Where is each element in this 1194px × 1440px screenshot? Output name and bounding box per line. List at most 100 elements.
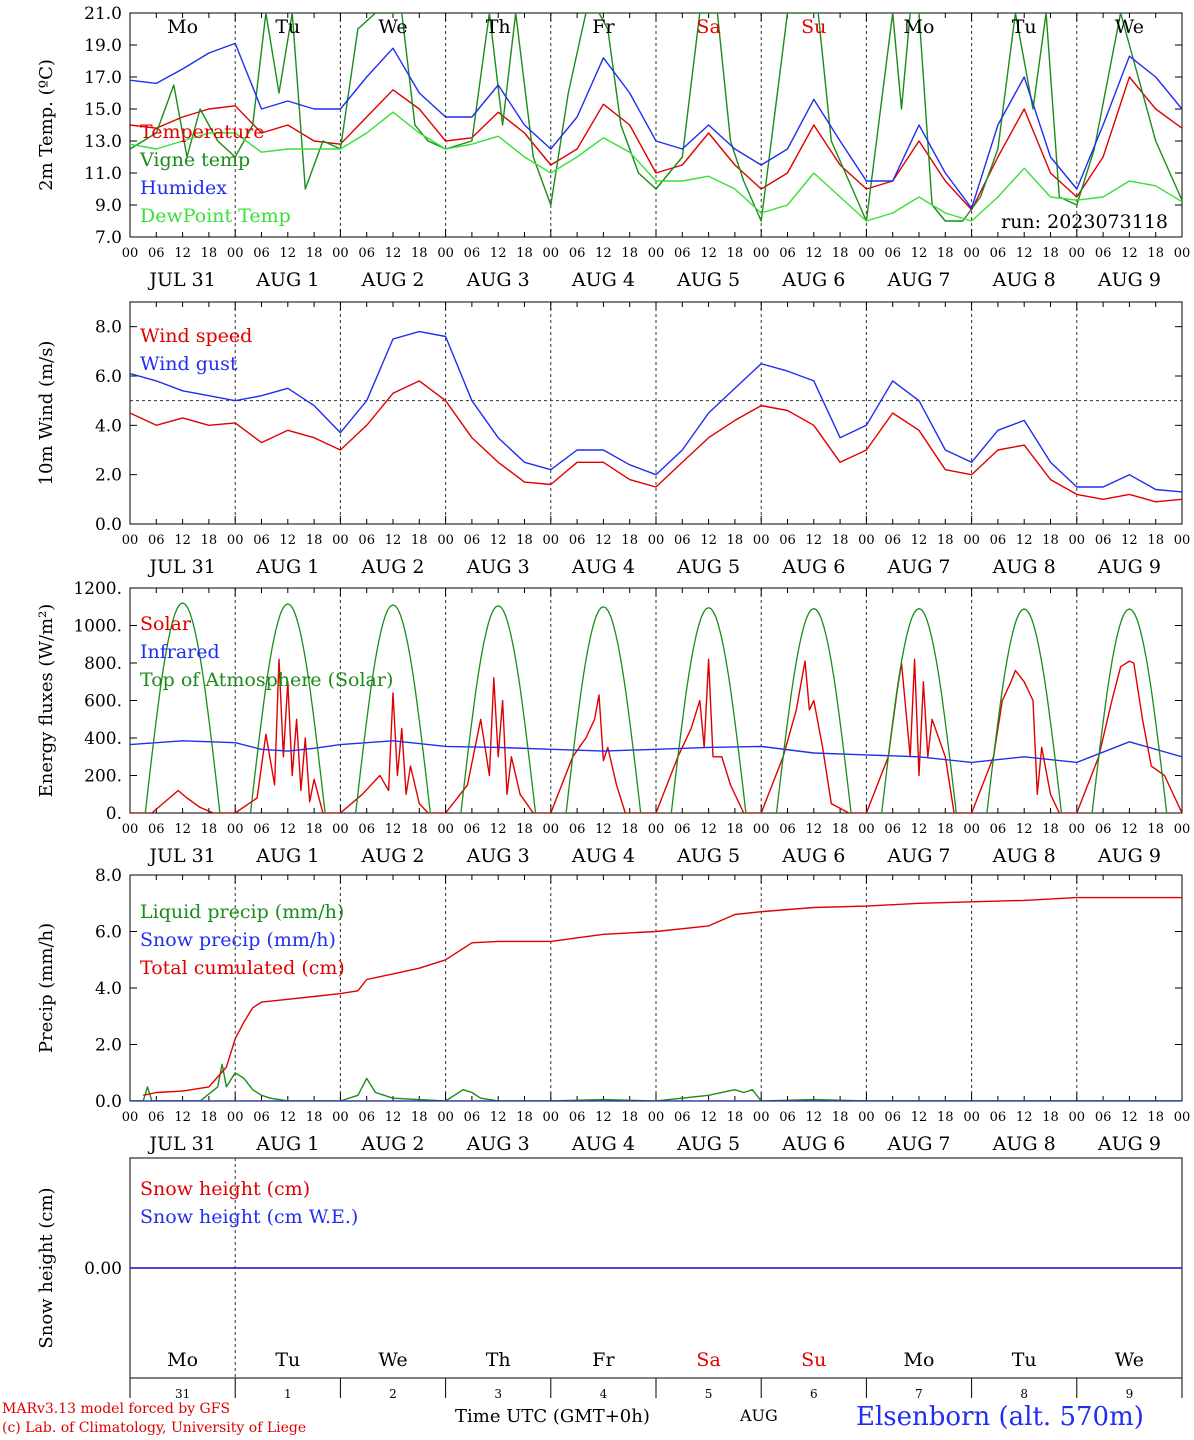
- x-tick-label: 00: [1069, 533, 1086, 548]
- date-label: AUG 7: [886, 845, 950, 867]
- x-tick-label: 12: [490, 246, 507, 261]
- x-tick-label: 18: [937, 246, 954, 261]
- x-tick-label: 06: [253, 1110, 270, 1125]
- x-tick-label: 12: [700, 1110, 717, 1125]
- day-number: 7: [915, 1387, 923, 1401]
- x-tick-label: 18: [411, 533, 428, 548]
- day-name: We: [378, 1349, 407, 1371]
- x-tick-label: 12: [911, 822, 928, 837]
- x-tick-label: 18: [937, 822, 954, 837]
- x-tick-label: 00: [122, 533, 139, 548]
- x-tick-label: 18: [727, 1110, 744, 1125]
- day-name: Fr: [592, 1349, 615, 1371]
- toa-solar-line: [144, 602, 221, 813]
- x-tick-label: 00: [122, 246, 139, 261]
- x-tick-label: 00: [227, 533, 244, 548]
- legend-entry: Total cumulated (cm): [140, 957, 345, 979]
- x-tick-label: 18: [306, 822, 323, 837]
- day-name: We: [378, 16, 407, 38]
- x-tick-label: 18: [1042, 533, 1059, 548]
- y-tick-label: 6.0: [95, 923, 122, 943]
- y-tick-label: 2.0: [95, 1036, 122, 1056]
- y-tick-label: 6.0: [95, 367, 122, 387]
- y-tick-label: 400.: [84, 729, 122, 749]
- x-tick-label: 06: [674, 1110, 691, 1125]
- panel-4: 00 06 12 18 00 06 12 18 00 06 12 18 00 06 12 18 00 06 12 18…: [36, 866, 1190, 1155]
- x-tick-label: 18: [1147, 1110, 1164, 1125]
- x-tick-label: 06: [358, 1110, 375, 1125]
- x-tick-label: 06: [990, 246, 1007, 261]
- toa-solar-line: [775, 607, 852, 813]
- x-tick-label: 18: [1147, 822, 1164, 837]
- day-name: Tu: [1012, 16, 1037, 38]
- x-tick-label: 12: [700, 533, 717, 548]
- day-name: Sa: [696, 1349, 720, 1371]
- date-label: AUG 8: [992, 1133, 1056, 1155]
- lab-credit: (c) Lab. of Climatology, University of L…: [2, 1420, 307, 1436]
- x-tick-label: 06: [569, 246, 586, 261]
- x-tick-label: 12: [174, 246, 191, 261]
- date-label: JUL 31: [147, 269, 215, 291]
- day-name: Tu: [275, 16, 300, 38]
- x-tick-label: 00: [227, 1110, 244, 1125]
- date-label: AUG 2: [360, 845, 424, 867]
- x-tick-label: 18: [727, 822, 744, 837]
- total-cumulated-cm-line: [143, 896, 1182, 1096]
- x-tick-label: 00: [543, 533, 560, 548]
- x-tick-label: 06: [1095, 246, 1112, 261]
- x-tick-label: 00: [1174, 822, 1191, 837]
- x-tick-label: 00: [122, 1110, 139, 1125]
- y-tick-label: 4.0: [95, 416, 122, 436]
- date-label: AUG 6: [781, 845, 845, 867]
- x-tick-label: 00: [753, 533, 770, 548]
- x-tick-label: 18: [201, 533, 218, 548]
- x-tick-label: 00: [648, 822, 665, 837]
- x-tick-label: 12: [911, 246, 928, 261]
- x-tick-label: 06: [1095, 822, 1112, 837]
- series-group: [130, 602, 1182, 813]
- day-name: Sa: [696, 16, 720, 38]
- day-number: 31: [175, 1387, 190, 1401]
- x-tick-label: 06: [148, 822, 165, 837]
- x-tick-label: 06: [358, 822, 375, 837]
- x-tick-label: 12: [911, 533, 928, 548]
- date-label: AUG 3: [466, 556, 530, 578]
- y-tick-label: 1000.: [73, 617, 122, 637]
- x-tick-label: 18: [411, 822, 428, 837]
- x-tick-label: 06: [358, 246, 375, 261]
- x-tick-label: 00: [543, 822, 560, 837]
- x-tick-label: 00: [1069, 1110, 1086, 1125]
- day-name: Th: [486, 1349, 511, 1371]
- day-name: Th: [486, 16, 511, 38]
- date-label: JUL 31: [147, 1133, 215, 1155]
- y-axis-label: 10m Wind (m/s): [36, 341, 57, 486]
- model-credit: MARv3.13 model forced by GFS: [2, 1401, 231, 1417]
- x-tick-label: 06: [779, 533, 796, 548]
- x-tick-label: 12: [490, 1110, 507, 1125]
- x-tick-label: 00: [1069, 822, 1086, 837]
- x-tick-label: 18: [306, 533, 323, 548]
- y-tick-label: 13.0: [84, 132, 122, 152]
- x-tick-label: 12: [1016, 246, 1033, 261]
- panel-1: 00 06 12 18 00 06 12 18 00 06 12 18 00 06 12 18 00 06 12 18…: [36, 4, 1190, 291]
- toa-solar-line: [565, 606, 642, 813]
- y-tick-label: 0.0: [95, 515, 122, 535]
- x-tick-label: 18: [937, 533, 954, 548]
- series-group: [130, 330, 1182, 503]
- date-label: AUG 9: [1097, 1133, 1161, 1155]
- x-tick-label: 00: [122, 822, 139, 837]
- x-tick-label: 06: [253, 822, 270, 837]
- x-tick-label: 06: [148, 1110, 165, 1125]
- day-name: Mo: [167, 1349, 198, 1371]
- x-tick-label: 12: [595, 246, 612, 261]
- legend-entry: Snow height (cm): [140, 1178, 310, 1200]
- x-tick-label: 12: [1121, 1110, 1138, 1125]
- x-tick-label: 18: [516, 533, 533, 548]
- x-tick-label: 18: [832, 822, 849, 837]
- x-tick-label: 12: [806, 533, 823, 548]
- date-label: AUG 9: [1097, 845, 1161, 867]
- x-tick-label: 00: [753, 1110, 770, 1125]
- x-tick-label: 12: [1016, 822, 1033, 837]
- y-tick-label: 8.0: [95, 866, 122, 886]
